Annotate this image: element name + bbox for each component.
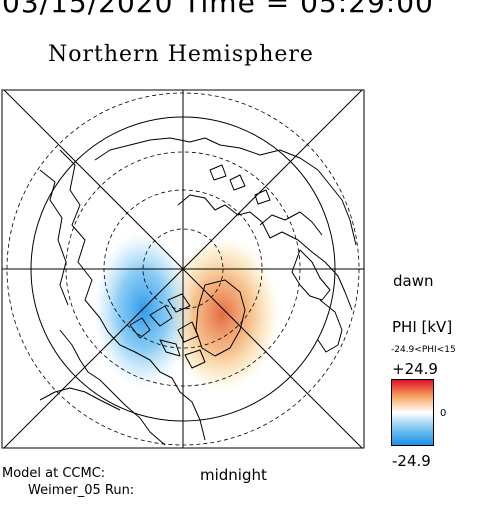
midnight-label: midnight [200,466,267,484]
meridian-diagonal-a [3,90,363,448]
plot-title: Northern Hemisphere [48,42,314,67]
map-frame [1,89,365,449]
credit-run: Weimer_05 Run: [28,483,135,498]
colorbar-zero-label: 0 [440,408,447,419]
positive-potential-cell [164,236,280,392]
colorbar-max-label: +24.9 [392,360,438,378]
meridian-diagonal-b [3,90,363,448]
coastlines [39,137,357,446]
colorbar [391,379,434,446]
timestamp: 03/15/2020 Time = 05:29:00 [2,0,434,19]
colorbar-title: PHI [kV] [392,318,453,336]
colorbar-range: -24.9<PHI<15 [391,345,456,355]
dawn-label: dawn [393,272,434,290]
polar-map [1,89,365,449]
credit-model: Model at CCMC: [2,466,106,481]
negative-potential-cell [93,230,193,390]
colorbar-min-label: -24.9 [392,452,431,470]
